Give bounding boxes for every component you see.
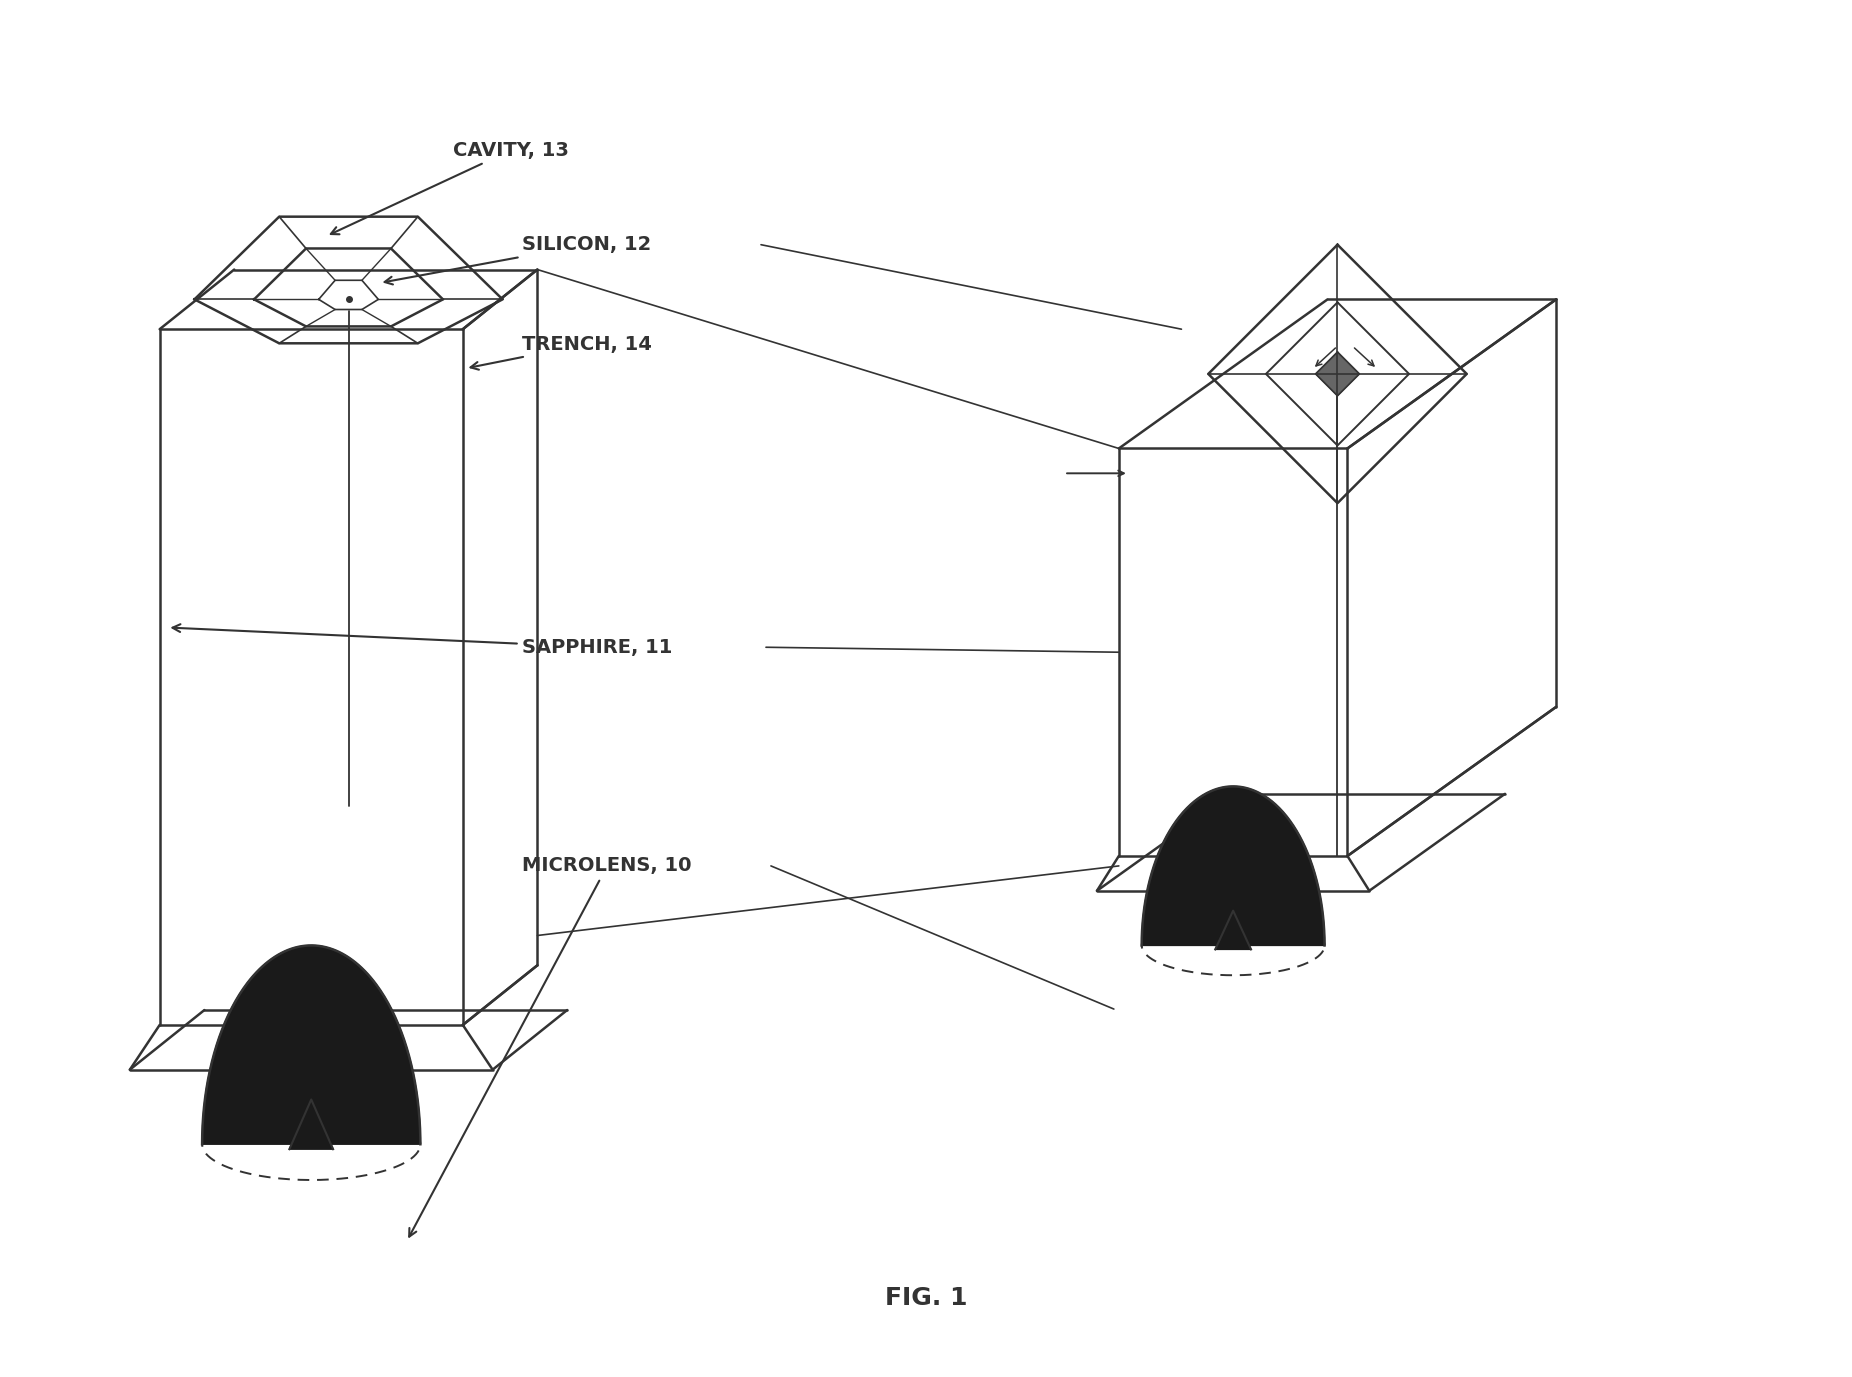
- Polygon shape: [1141, 786, 1324, 946]
- Text: SAPPHIRE, 11: SAPPHIRE, 11: [172, 624, 672, 657]
- Polygon shape: [202, 946, 420, 1144]
- Text: FIG. 1: FIG. 1: [885, 1286, 967, 1311]
- Text: SILICON, 12: SILICON, 12: [385, 235, 652, 285]
- Text: TRENCH, 14: TRENCH, 14: [470, 335, 652, 369]
- Text: CAVITY, 13: CAVITY, 13: [332, 140, 569, 234]
- Polygon shape: [1215, 910, 1250, 949]
- Text: MICROLENS, 10: MICROLENS, 10: [409, 856, 693, 1237]
- Polygon shape: [289, 1099, 333, 1150]
- Polygon shape: [1315, 353, 1359, 395]
